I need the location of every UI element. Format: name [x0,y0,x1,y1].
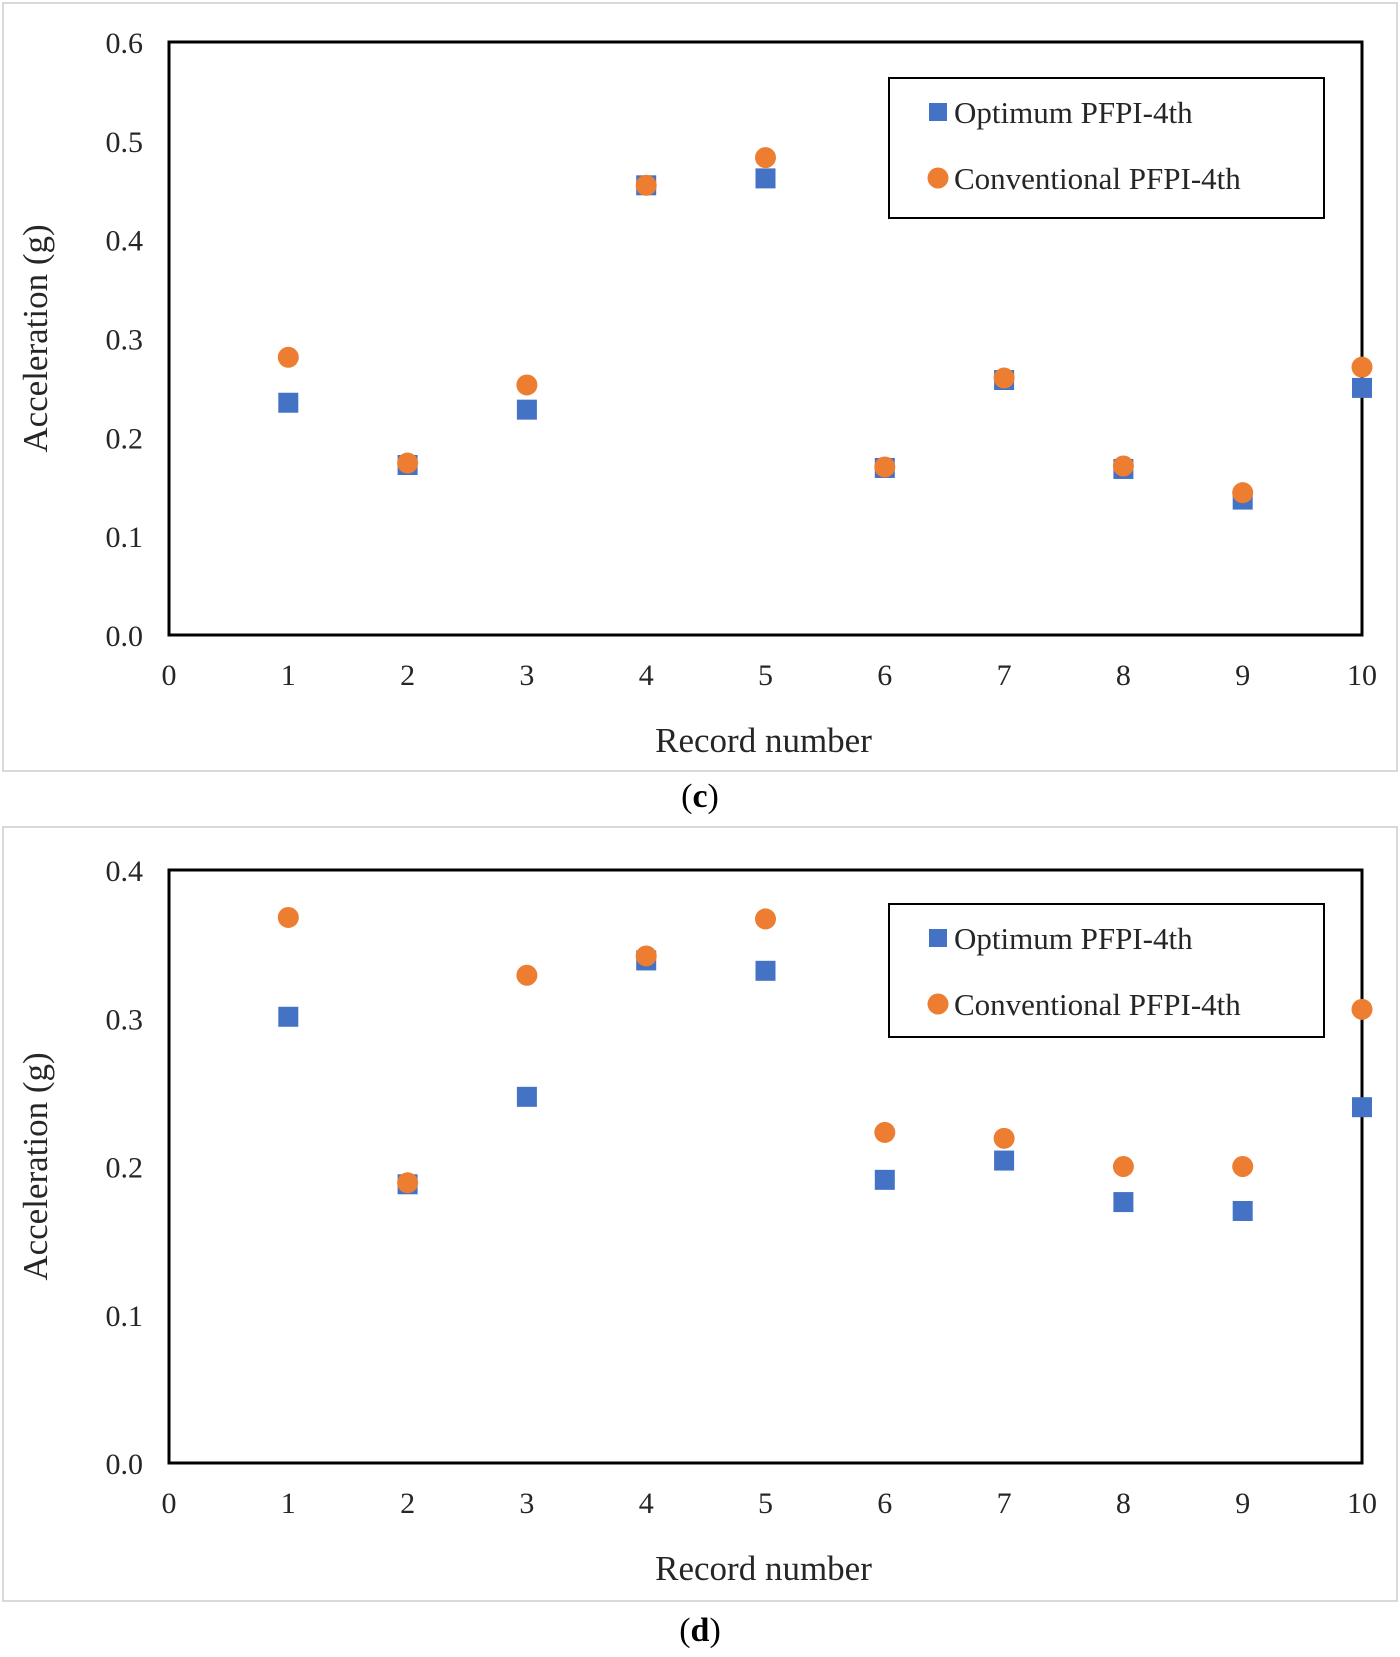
legend-label: Conventional PFPI-4th [954,161,1241,196]
y-tick-label: 0.4 [106,855,144,888]
plot-area [167,868,1364,1465]
x-tick-label: 5 [758,659,773,692]
x-tick-label: 7 [997,1487,1012,1520]
x-tick-label: 9 [1235,1487,1250,1520]
legend-box [888,77,1325,219]
x-tick-label: 10 [1347,659,1377,692]
legend-marker-square [929,103,947,121]
point-conventional [1232,482,1254,504]
y-tick-label: 0.2 [106,1152,144,1185]
point-conventional [516,964,538,986]
point-optimum [516,1086,537,1107]
point-optimum [1232,1200,1253,1221]
point-optimum [278,1006,299,1027]
point-optimum [994,1150,1015,1171]
point-conventional [1351,998,1373,1020]
point-conventional [635,945,657,967]
point-conventional [1351,356,1373,378]
x-tick-label: 2 [400,659,415,692]
point-conventional [635,174,657,196]
legend-box [888,903,1325,1038]
y-tick-label: 0.0 [106,620,144,653]
point-conventional [874,1121,896,1143]
scatter-chart-c: 0.0 0.1 0.2 0.3 0.4 0.5 0.6 0 1 2 3 4 5 6 7 8 9 10 Record … [16,27,1377,760]
plot-area [167,40,1364,637]
x-axis-label: Record number [655,721,872,760]
y-tick-label: 0.3 [106,324,144,357]
caption-letter-d: d [690,1612,710,1649]
x-tick-label: 0 [162,1487,177,1520]
y-tick-label: 0.5 [106,126,144,159]
x-tick-label: 1 [281,659,296,692]
scatter-chart-d: 0.0 0.1 0.2 0.3 0.4 0 1 2 3 4 5 6 7 8 9 10 Record number… [16,855,1377,1588]
caption-c: (c) [681,778,719,815]
chart-panel-d: 0.0 0.1 0.2 0.3 0.4 0 1 2 3 4 5 6 7 8 9 10 Record number… [2,826,1398,1602]
y-tick-label: 0.4 [106,225,144,258]
legend-label: Optimum PFPI-4th [954,921,1193,956]
point-conventional [397,1172,419,1194]
x-tick-label: 3 [519,659,534,692]
y-axis-label: Acceleration (g) [16,1052,55,1280]
x-tick-label: 10 [1347,1487,1377,1520]
point-conventional [277,906,299,928]
point-optimum [755,168,776,189]
point-optimum [755,960,776,981]
chart-panel-c: 0.0 0.1 0.2 0.3 0.4 0.5 0.6 0 1 2 3 4 5 6 7 8 9 10 Record … [2,2,1398,772]
point-optimum [1113,1192,1134,1213]
point-conventional [277,346,299,368]
caption-letter-c: c [692,778,708,815]
point-conventional [397,452,419,474]
x-tick-label: 3 [519,1487,534,1520]
x-tick-label: 9 [1235,659,1250,692]
x-tick-label: 2 [400,1487,415,1520]
point-conventional [1232,1156,1254,1177]
y-tick-label: 0.6 [106,27,144,60]
point-conventional [1112,455,1134,477]
x-tick-label: 4 [639,659,654,692]
point-optimum [874,1169,895,1190]
y-tick-label: 0.1 [106,1300,144,1333]
x-tick-label: 8 [1116,1487,1131,1520]
y-tick-label: 0.0 [106,1448,144,1481]
x-tick-label: 4 [639,1487,654,1520]
legend-label: Conventional PFPI-4th [954,987,1241,1022]
x-tick-label: 7 [997,659,1012,692]
x-tick-label: 1 [281,1487,296,1520]
point-conventional [755,147,776,169]
point-optimum [516,399,537,420]
legend-marker-square [929,929,947,947]
point-optimum [1352,377,1372,398]
point-conventional [1112,1156,1134,1177]
point-conventional [755,908,776,930]
x-axis-label: Record number [655,1549,872,1588]
y-tick-label: 0.2 [106,422,144,455]
legend-marker-circle [927,167,949,189]
y-tick-label: 0.3 [106,1003,144,1036]
legend-marker-circle [927,993,949,1015]
caption-d: (d) [679,1612,721,1649]
point-conventional [993,367,1015,389]
point-conventional [516,374,538,396]
x-tick-label: 8 [1116,659,1131,692]
x-tick-label: 6 [877,1487,892,1520]
x-tick-label: 0 [162,659,177,692]
point-optimum [1352,1097,1372,1118]
y-axis-label: Acceleration (g) [16,224,55,452]
legend-label: Optimum PFPI-4th [954,95,1193,130]
y-tick-label: 0.1 [106,521,144,554]
point-conventional [993,1127,1015,1149]
point-conventional [874,456,896,478]
x-tick-label: 6 [877,659,892,692]
point-optimum [278,392,299,413]
x-tick-label: 5 [758,1487,773,1520]
